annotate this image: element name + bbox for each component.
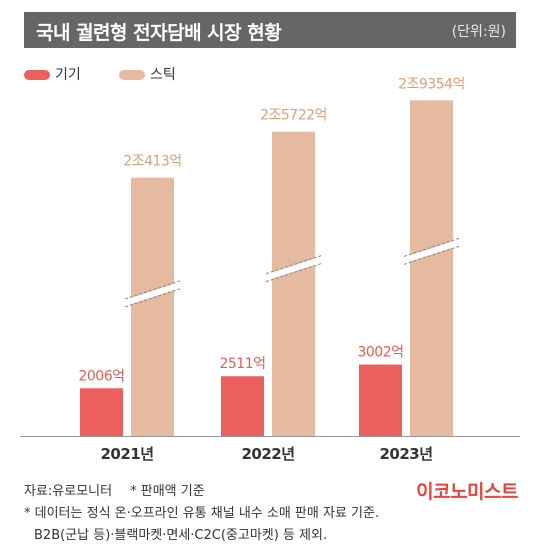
bar-device-3 — [359, 364, 402, 436]
axis-break-gap-1 — [124, 282, 181, 306]
bar-device-1 — [80, 388, 123, 436]
category-label-2: 2022년 — [241, 445, 294, 463]
data-label-stick-3: 2조9354억 — [398, 76, 465, 92]
legend-label-device: 기기 — [55, 67, 81, 83]
unit-label: (단위:원) — [451, 24, 506, 40]
bar-stick-3 — [410, 100, 453, 436]
bar-stick-1 — [131, 177, 174, 436]
data-label-device-3: 3002억 — [357, 345, 403, 361]
legend-item-stick: 스틱 — [119, 64, 176, 84]
axis-break-gap-2 — [265, 256, 322, 281]
data-label-stick-2: 2조5722억 — [260, 108, 327, 124]
sales-basis-note: * 판매액 기준 — [130, 484, 205, 499]
source-label: 자료:유로모니터 — [24, 484, 113, 499]
category-label-1: 2021년 — [100, 445, 153, 463]
data-label-stick-1: 2조413억 — [123, 154, 181, 170]
axis-break-gap-3 — [403, 239, 460, 264]
chart-title: 국내 궐련형 전자담배 시장 현황 — [36, 22, 282, 44]
data-label-device-1: 2006억 — [78, 368, 124, 384]
legend-swatch-stick — [119, 70, 145, 80]
footer: 자료:유로모니터 * 판매액 기준 * 데이터는 정식 온·오프라인 유통 채널 … — [24, 481, 379, 547]
brand-logo: 이코노미스트 — [416, 481, 518, 503]
category-label-3: 2023년 — [379, 445, 432, 463]
data-label-device-2: 2511억 — [219, 356, 265, 372]
bar-device-2 — [221, 376, 264, 436]
title-bar: 국내 궐련형 전자담배 시장 현황 (단위:원) — [24, 12, 516, 48]
legend-label-stick: 스틱 — [150, 67, 176, 83]
data-note-line-1: * 데이터는 정식 온·오프라인 유통 채널 내수 소매 판매 자료 기준. — [24, 506, 380, 521]
bar-stick-2 — [272, 131, 315, 436]
chart-area: 2006억 2조413억 2021년 2511억 2조5722억 2022년 3002억 2조… — [20, 76, 520, 463]
data-note-line-2: B2B(군납 등)·블랙마켓·면세·C2C(중고마켓) 등 제외. — [34, 528, 328, 543]
legend-swatch-device — [24, 70, 50, 80]
legend-item-device: 기기 — [24, 64, 81, 84]
